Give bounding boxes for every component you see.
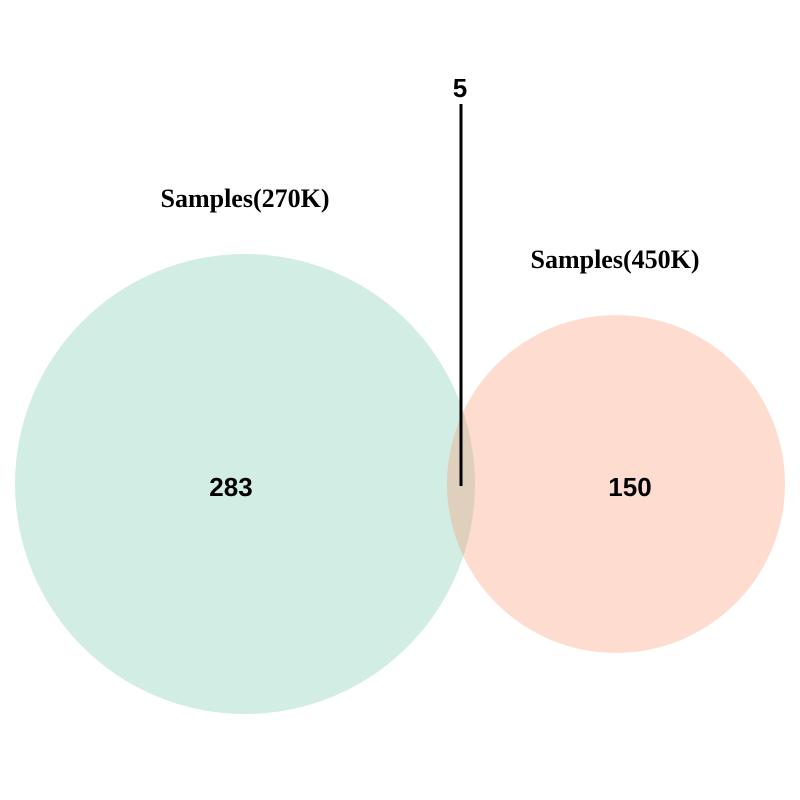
set-450k-circle [447, 315, 785, 653]
set-450k-label: Samples(450K) [531, 245, 700, 274]
count-only-450k: 150 [608, 472, 651, 502]
set-270k-label: Samples(270K) [161, 184, 330, 213]
count-only-270k: 283 [209, 472, 252, 502]
count-intersection: 5 [453, 73, 467, 103]
set-270k-circle [15, 254, 475, 714]
